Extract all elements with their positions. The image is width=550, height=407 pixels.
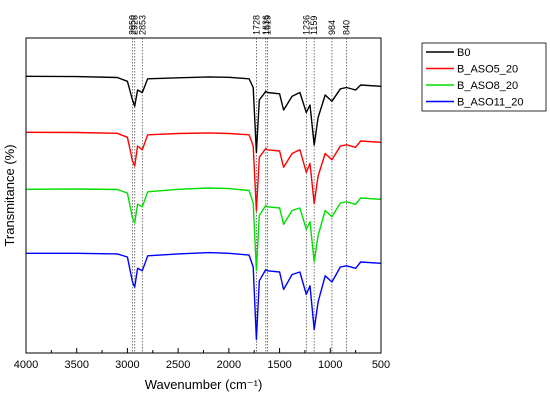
marker-label-984: 984 [327, 20, 337, 35]
x-tick-label-2000: 2000 [217, 359, 241, 371]
series-layer [25, 75, 382, 341]
x-tick-label-2500: 2500 [166, 359, 190, 371]
legend-label-B0: B0 [457, 47, 470, 59]
legend: B0 B_ASO5_20 B_ASO8_20 B_ASO11_20 [421, 42, 547, 112]
series-line-B_ASO5_20 [25, 131, 382, 212]
x-tick-label-3500: 3500 [64, 359, 88, 371]
x-axis: 4000 3500 3000 2500 2000 1500 1000 500 [14, 348, 390, 371]
marker-label-1159: 1159 [309, 16, 319, 35]
legend-box [421, 42, 547, 112]
marker-label-2853: 2853 [137, 15, 147, 35]
x-tick-label-4000: 4000 [14, 359, 38, 371]
legend-label-B_ASO8_20: B_ASO8_20 [457, 80, 518, 92]
x-axis-label: Wavenumber (cm⁻¹) [145, 377, 263, 392]
x-tick-label-1500: 1500 [267, 359, 291, 371]
marker-label-1728: 1728 [251, 15, 261, 35]
legend-label-B_ASO5_20: B_ASO5_20 [457, 64, 518, 76]
legend-label-B_ASO11_20: B_ASO11_20 [457, 97, 523, 109]
x-tick-label-3000: 3000 [115, 359, 139, 371]
marker-label-1636: 1636 [261, 15, 271, 35]
marker-label-2928: 2928 [130, 15, 140, 35]
series-line-B_ASO8_20 [25, 187, 382, 272]
marker-label-1236: 1236 [301, 15, 311, 35]
marker-label-1619: 1619 [263, 15, 273, 35]
series-line-B0 [25, 75, 382, 154]
y-axis-label: Transmitance (%) [2, 144, 17, 246]
x-tick-label-500: 500 [372, 359, 390, 371]
marker-label-2950: 2950 [128, 15, 138, 35]
plot-frame [25, 37, 382, 354]
marker-label-840: 840 [342, 20, 352, 35]
x-tick-label-1000: 1000 [318, 359, 342, 371]
series-line-B_ASO11_20 [26, 251, 382, 341]
